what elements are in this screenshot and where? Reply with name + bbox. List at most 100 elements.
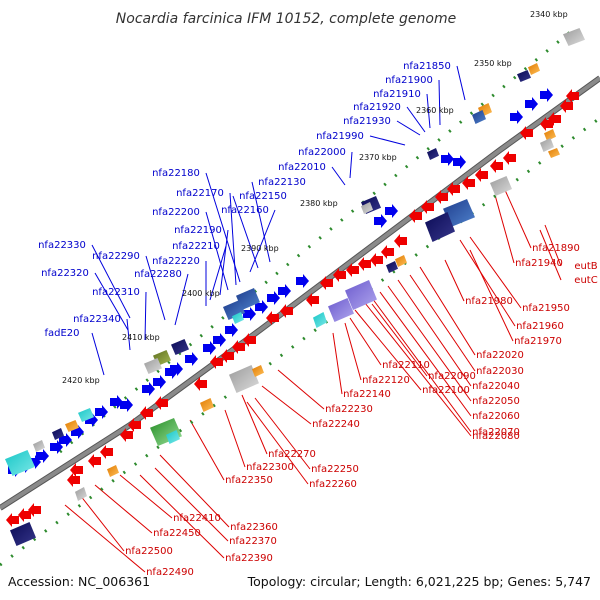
leader-line: [79, 494, 125, 552]
gene-label-nfa21900[interactable]: nfa21900: [385, 75, 433, 86]
gene-label-nfa22180[interactable]: nfa22180: [152, 168, 200, 179]
gene-label-nfa22110[interactable]: nfa22110: [382, 360, 430, 371]
gene-label-nfa22500[interactable]: nfa22500: [125, 546, 173, 557]
gene-label-nfa21970[interactable]: nfa21970: [514, 336, 562, 347]
reverse-gene: [266, 311, 279, 325]
leader-line: [254, 397, 311, 470]
gene-label-eutc[interactable]: eutC: [574, 275, 597, 286]
homology-block: [472, 110, 486, 124]
gene-label-nfa22080[interactable]: nfa22080: [472, 431, 520, 442]
gene-label-nfa22010[interactable]: nfa22010: [278, 162, 326, 173]
gene-label-nfa22390[interactable]: nfa22390: [225, 553, 273, 564]
leader-line: [91, 332, 105, 376]
reverse-gene: [490, 159, 503, 173]
gene-label-nfa21980[interactable]: nfa21980: [465, 296, 513, 307]
gene-label-nfa22370[interactable]: nfa22370: [229, 536, 277, 547]
gene-label-nfa21890[interactable]: nfa21890: [532, 243, 580, 254]
gene-label-nfa21950[interactable]: nfa21950: [522, 303, 570, 314]
homology-block: [200, 398, 214, 412]
forward-gene: [540, 88, 553, 102]
gene-label-nfa22360[interactable]: nfa22360: [230, 522, 278, 533]
leader-line: [444, 259, 465, 302]
gene-label-nfa22330[interactable]: nfa22330: [38, 240, 86, 251]
gene-label-nfa21920[interactable]: nfa21920: [353, 102, 401, 113]
forward-gene: [510, 110, 523, 124]
gene-label-nfa21990[interactable]: nfa21990: [316, 131, 364, 142]
ruler-label: 2380 kbp: [300, 199, 338, 208]
leader-line: [251, 181, 271, 263]
gene-label-nfa22090[interactable]: nfa22090: [428, 371, 476, 382]
reverse-gene: [370, 253, 383, 267]
gene-label-nfa22190[interactable]: nfa22190: [174, 225, 222, 236]
ruler-label: 2410 kbp: [122, 333, 160, 342]
gene-label-nfa22140[interactable]: nfa22140: [343, 389, 391, 400]
gene-label-nfa22220[interactable]: nfa22220: [152, 256, 200, 267]
reverse-gene: [566, 89, 579, 103]
gene-label-nfa22320[interactable]: nfa22320: [41, 268, 89, 279]
gene-label-nfa22200[interactable]: nfa22200: [152, 207, 200, 218]
leader-line: [229, 192, 237, 286]
gene-label-nfa22490[interactable]: nfa22490: [146, 567, 194, 578]
gene-label-nfa22260[interactable]: nfa22260: [309, 479, 357, 490]
homology-block: [107, 465, 119, 477]
gene-label-nfa22060[interactable]: nfa22060: [472, 411, 520, 422]
gene-label-nfa22240[interactable]: nfa22240: [312, 419, 360, 430]
gene-label-nfa22000[interactable]: nfa22000: [298, 147, 346, 158]
gene-label-nfa22310[interactable]: nfa22310: [92, 287, 140, 298]
gene-label-nfa22450[interactable]: nfa22450: [153, 528, 201, 539]
gene-label-nfa21850[interactable]: nfa21850: [403, 61, 451, 72]
gene-label-nfa22100[interactable]: nfa22100: [422, 385, 470, 396]
gene-label-nfa22050[interactable]: nfa22050: [472, 396, 520, 407]
gene-label-nfa22170[interactable]: nfa22170: [176, 188, 224, 199]
gene-label-nfa21930[interactable]: nfa21930: [343, 116, 391, 127]
leader-line: [371, 303, 428, 377]
gene-labels[interactable]: nfa21850 nfa21900 nfa21910 nfa21920 nfa21930…: [38, 61, 598, 578]
forward-gene: [95, 405, 108, 419]
reverse-gene: [560, 99, 573, 113]
gene-label-nfa22130[interactable]: nfa22130: [258, 177, 306, 188]
reverse-gene: [140, 406, 153, 420]
gene-label-nfa21940[interactable]: nfa21940: [515, 258, 563, 269]
homology-block: [528, 63, 540, 75]
gene-label-nfa22070[interactable]: nfa22070: [472, 427, 520, 438]
homology-block: [232, 312, 244, 324]
gene-label-eutb[interactable]: eutB: [574, 261, 597, 272]
gene-label-nfa22280[interactable]: nfa22280: [134, 269, 182, 280]
homology-block: [52, 428, 64, 440]
reverse-gene: [28, 503, 41, 517]
gene-label-nfa22290[interactable]: nfa22290: [92, 251, 140, 262]
reverse-gene: [120, 428, 133, 442]
forward-gene: [441, 152, 454, 166]
gene-label-nfa21910[interactable]: nfa21910: [373, 89, 421, 100]
map-title: Nocardia farcinica IFM 10152, complete g…: [116, 11, 456, 27]
gene-label-nfa22160[interactable]: nfa22160: [221, 205, 269, 216]
reverse-gene: [447, 182, 460, 196]
gene-label-nfa22230[interactable]: nfa22230: [325, 404, 373, 415]
gene-label-nfa22350[interactable]: nfa22350: [225, 475, 273, 486]
gene-label-nfa22410[interactable]: nfa22410: [173, 513, 221, 524]
leader-line: [94, 484, 153, 534]
gene-label-nfa22250[interactable]: nfa22250: [311, 464, 359, 475]
gene-label-fade20[interactable]: fadE20: [44, 328, 79, 339]
leader-line: [371, 297, 472, 433]
gene-label-nfa22120[interactable]: nfa22120: [362, 375, 410, 386]
forward-gene: [278, 284, 291, 298]
gene-label-nfa22300[interactable]: nfa22300: [246, 462, 294, 473]
gene-label-nfa21960[interactable]: nfa21960: [516, 321, 564, 332]
homology-block: [78, 408, 94, 422]
reverse-gene: [421, 200, 434, 214]
reverse-gene: [280, 304, 293, 318]
homology-block: [236, 288, 260, 310]
gene-label-nfa22210[interactable]: nfa22210: [172, 241, 220, 252]
gene-label-nfa22150[interactable]: nfa22150: [239, 191, 287, 202]
gene-label-nfa22040[interactable]: nfa22040: [472, 381, 520, 392]
leader-line: [119, 474, 173, 519]
ruler-label: 2400 kbp: [182, 289, 220, 298]
leader-line: [249, 209, 276, 273]
gene-label-nfa22020[interactable]: nfa22020: [476, 350, 524, 361]
gene-label-nfa22340[interactable]: nfa22340: [73, 314, 121, 325]
reverse-gene: [194, 377, 207, 391]
reverse-gene: [475, 168, 488, 182]
gene-label-nfa22030[interactable]: nfa22030: [476, 366, 524, 377]
gene-label-nfa22270[interactable]: nfa22270: [268, 449, 316, 460]
